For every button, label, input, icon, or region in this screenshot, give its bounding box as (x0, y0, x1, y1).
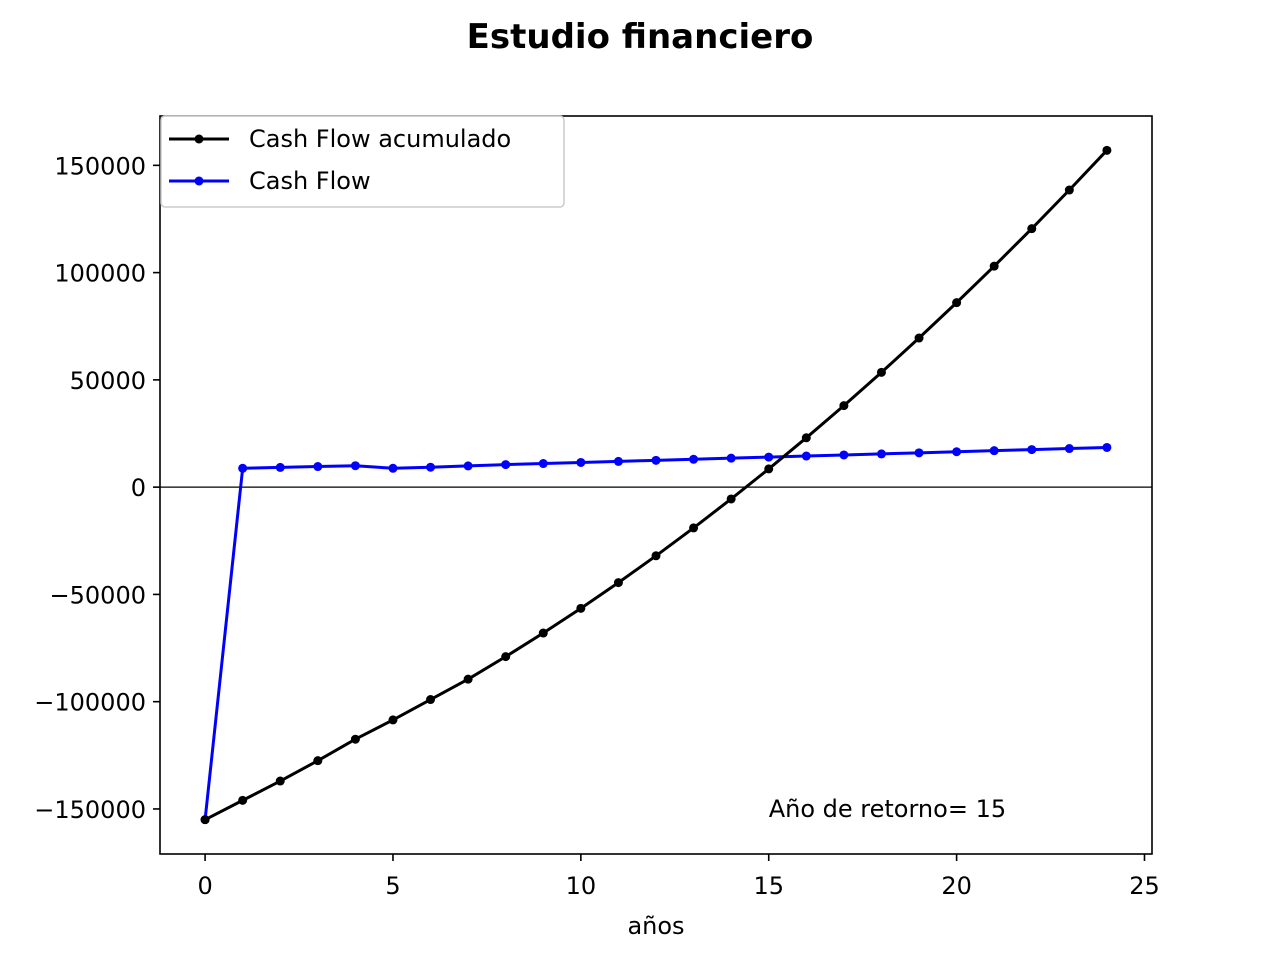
data-point-cash-flow-acumulado (238, 795, 248, 805)
data-point-cash-flow-acumulado (463, 674, 473, 684)
data-point-cash-flow (275, 462, 285, 472)
x-axis-label: años (627, 912, 684, 940)
data-point-cash-flow (989, 446, 999, 456)
y-tick-label: 150000 (54, 152, 146, 180)
data-point-cash-flow (726, 453, 736, 463)
data-point-cash-flow-acumulado (989, 261, 999, 271)
data-point-cash-flow (952, 447, 962, 457)
data-point-cash-flow-acumulado (726, 494, 736, 504)
legend-label-cash-flow: Cash Flow (249, 167, 371, 195)
data-point-cash-flow (238, 463, 248, 473)
data-point-cash-flow (839, 450, 849, 460)
data-point-cash-flow-acumulado (200, 815, 210, 825)
data-point-cash-flow (1027, 445, 1037, 455)
x-tick-label: 15 (753, 872, 784, 900)
chart-title: Estudio financiero (467, 17, 814, 57)
data-point-cash-flow-acumulado (576, 603, 586, 613)
series-cash-flow (200, 442, 1112, 825)
data-point-cash-flow-acumulado (801, 433, 811, 443)
data-point-cash-flow-acumulado (388, 715, 398, 725)
data-point-cash-flow (313, 462, 323, 472)
data-point-cash-flow (764, 452, 774, 462)
data-point-cash-flow-acumulado (952, 298, 962, 308)
x-tick-label: 10 (566, 872, 597, 900)
data-point-cash-flow-acumulado (275, 776, 285, 786)
x-tick-label: 25 (1129, 872, 1160, 900)
legend-marker-cash-flow-acumulado (194, 134, 204, 144)
data-point-cash-flow-acumulado (350, 734, 360, 744)
data-point-cash-flow (613, 456, 623, 466)
x-tick-label: 20 (941, 872, 972, 900)
y-tick-label: −150000 (34, 796, 146, 824)
data-point-cash-flow (1064, 444, 1074, 454)
legend-marker-cash-flow (194, 176, 204, 186)
data-point-cash-flow-acumulado (501, 652, 511, 662)
data-point-cash-flow-acumulado (313, 756, 323, 766)
data-point-cash-flow (651, 455, 661, 465)
data-point-cash-flow-acumulado (651, 551, 661, 561)
data-point-cash-flow (801, 451, 811, 461)
data-point-cash-flow (576, 457, 586, 467)
legend: Cash Flow acumulado Cash Flow (160, 115, 565, 208)
y-tick-label: −100000 (34, 689, 146, 717)
data-point-cash-flow (350, 461, 360, 471)
data-point-cash-flow (1102, 442, 1112, 452)
data-point-cash-flow (689, 454, 699, 464)
data-point-cash-flow (388, 463, 398, 473)
series-line-cash-flow (203, 445, 1107, 820)
data-point-cash-flow (463, 461, 473, 471)
series-cash-flow-acumulado (200, 145, 1112, 825)
y-tick-label: 0 (131, 474, 146, 502)
data-point-cash-flow-acumulado (538, 628, 548, 638)
data-point-cash-flow-acumulado (1027, 224, 1037, 234)
y-tick-label: −50000 (50, 581, 146, 609)
data-point-cash-flow (914, 448, 924, 458)
data-point-cash-flow-acumulado (764, 464, 774, 474)
plot-area: 0 5 10 15 20 25 −150000 −100000 −50000 0 50000 1000… (34, 115, 1160, 900)
payback-annotation: Año de retorno= 15 (769, 795, 1006, 823)
data-point-cash-flow (426, 462, 436, 472)
data-point-cash-flow (538, 459, 548, 469)
data-point-cash-flow-acumulado (426, 695, 436, 705)
data-point-cash-flow-acumulado (914, 333, 924, 343)
data-point-cash-flow-acumulado (1064, 185, 1074, 195)
data-point-cash-flow-acumulado (876, 367, 886, 377)
y-tick-label: 100000 (54, 260, 146, 288)
x-tick-label: 0 (197, 872, 212, 900)
x-tick-label: 5 (385, 872, 400, 900)
legend-label-cash-flow-acumulado: Cash Flow acumulado (249, 125, 511, 153)
series-line-cash-flow-acumulado (204, 149, 1108, 822)
y-tick-label: 50000 (70, 367, 146, 395)
data-point-cash-flow-acumulado (839, 401, 849, 411)
data-point-cash-flow-acumulado (1102, 145, 1112, 155)
legend-box (160, 115, 565, 208)
data-point-cash-flow (501, 460, 511, 470)
data-point-cash-flow (876, 449, 886, 459)
data-point-cash-flow-acumulado (613, 578, 623, 588)
axes-frame (159, 115, 1153, 855)
data-point-cash-flow-acumulado (689, 523, 699, 533)
